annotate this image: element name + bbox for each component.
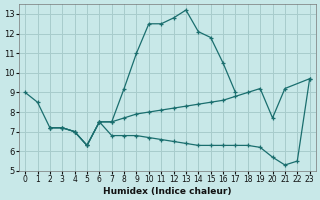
X-axis label: Humidex (Indice chaleur): Humidex (Indice chaleur) [103,187,232,196]
